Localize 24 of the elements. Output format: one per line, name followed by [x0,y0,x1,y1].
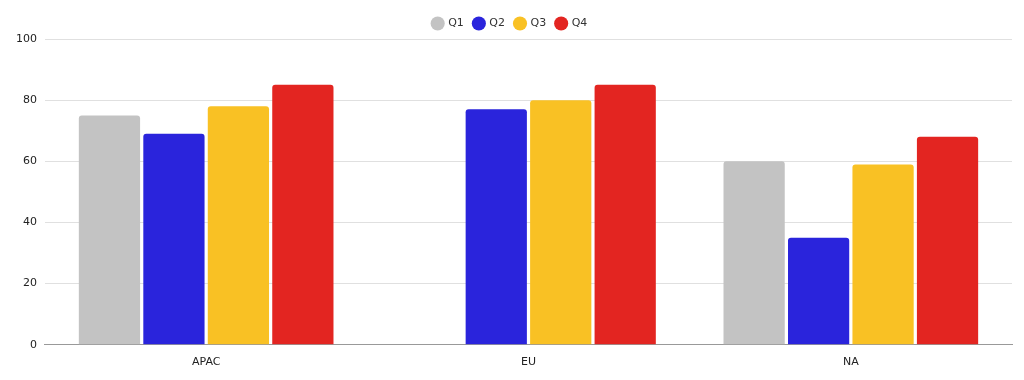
y-tick-label: 80 [23,93,37,107]
bar [272,84,334,345]
y-tick-label: 20 [23,276,37,290]
x-tick-label: EU [520,355,537,369]
bar [143,133,205,345]
bar [852,164,914,345]
y-tick-label: 100 [16,31,37,45]
bar [594,84,656,345]
y-tick-label: 0 [30,337,37,351]
x-tick-label: NA [842,355,860,369]
bar [787,237,850,345]
bar [916,136,979,345]
bar [207,106,270,345]
legend-label: Q3 [530,16,547,30]
legend-label: Q4 [571,16,588,30]
legend-label: Q2 [489,16,506,30]
bar [465,109,527,345]
bar [530,100,592,345]
y-tick-label: 60 [23,154,37,168]
bar [78,115,141,345]
x-tick-label: APAC [191,355,221,369]
bar [723,161,785,345]
y-tick-label: 40 [23,215,37,229]
legend-label: Q1 [448,16,464,30]
